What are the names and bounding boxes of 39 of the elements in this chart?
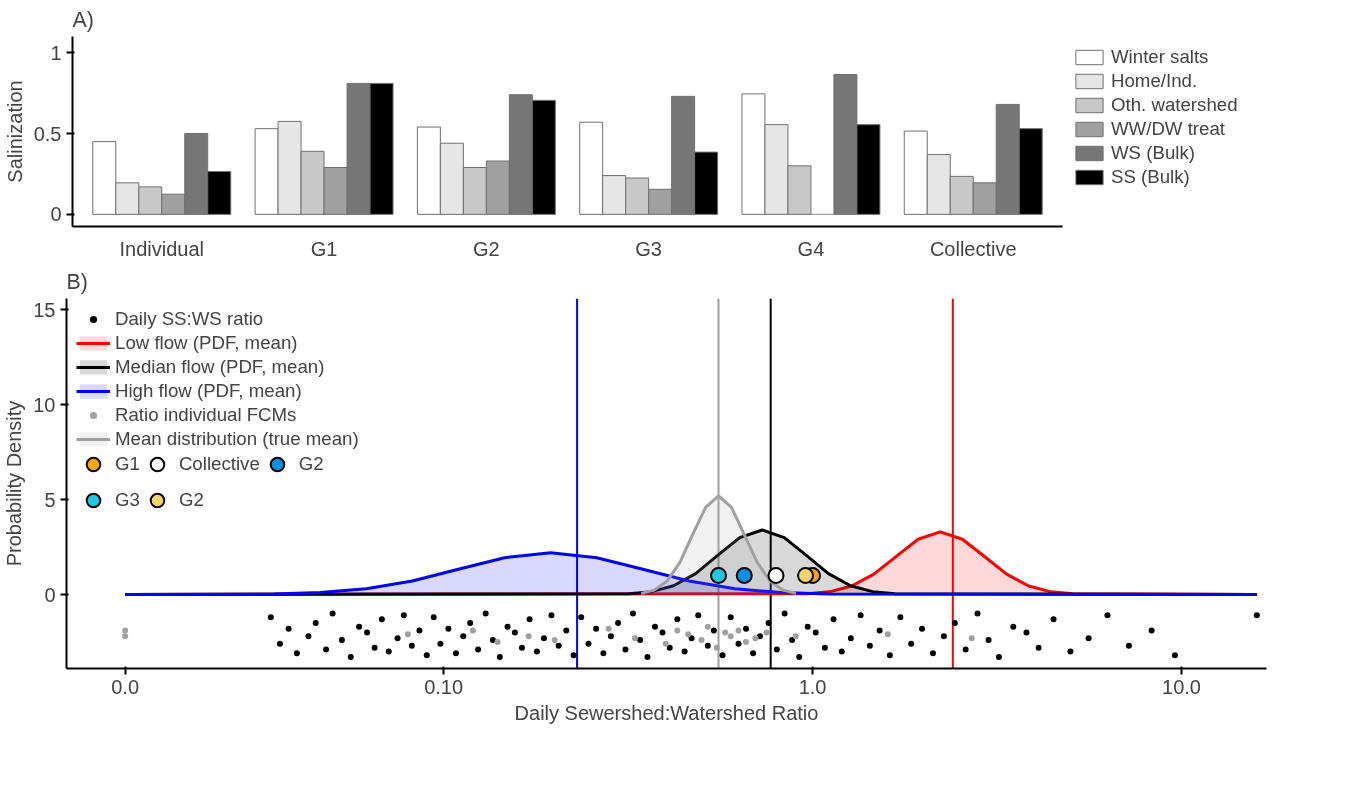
legend-label: Daily SS:WS ratio [115,308,264,330]
legend-label: High flow (PDF, mean) [115,380,302,402]
y-tick-label: 1 [50,41,62,64]
legend-label: G2 [298,453,324,475]
legend-label: Mean distribution (true mean) [115,428,359,450]
chart-title: A) [72,7,94,32]
x-tick-label: Collective [929,237,1017,260]
y-tick-label: 15 [33,298,56,321]
legend-label: G1 [115,453,140,475]
x-tick-label: 0.0 [111,675,140,698]
legend-label: Oth. watershed [1111,94,1238,116]
legend-label: WW/DW treat [1111,118,1225,140]
y-tick-label: 0.5 [33,122,62,145]
chart-title: B) [66,269,88,294]
x-tick-label: Individual [119,237,205,260]
x-tick-label: 1.0 [798,675,827,698]
legend-label: WS (Bulk) [1111,142,1195,164]
legend-label: Home/Ind. [1111,70,1198,92]
y-axis-title: Salinization [3,80,26,183]
y-tick-label: 5 [44,488,56,511]
legend-label: Low flow (PDF, mean) [115,332,298,354]
x-tick-label: G1 [310,237,338,260]
y-tick-label: 0 [50,203,62,226]
legend-label: SS (Bulk) [1111,166,1190,188]
y-axis-title: Probability Density [3,400,26,567]
x-axis-title: Daily Sewershed:Watershed Ratio [514,701,819,724]
y-tick-label: 10 [33,393,56,416]
legend-label: Ratio individual FCMs [115,404,297,426]
x-tick-label: 0.10 [424,675,464,698]
legend-label: Median flow (PDF, mean) [115,356,325,378]
legend-label: G3 [115,489,140,511]
legend-label: G2 [178,489,204,511]
x-tick-label: G4 [797,237,825,260]
legend-label: Collective [178,453,260,475]
x-tick-label: G2 [473,237,500,260]
x-tick-label: G3 [635,237,662,260]
x-tick-label: 10.0 [1162,675,1201,698]
y-tick-label: 0 [44,583,56,606]
legend-label: Winter salts [1111,46,1209,68]
